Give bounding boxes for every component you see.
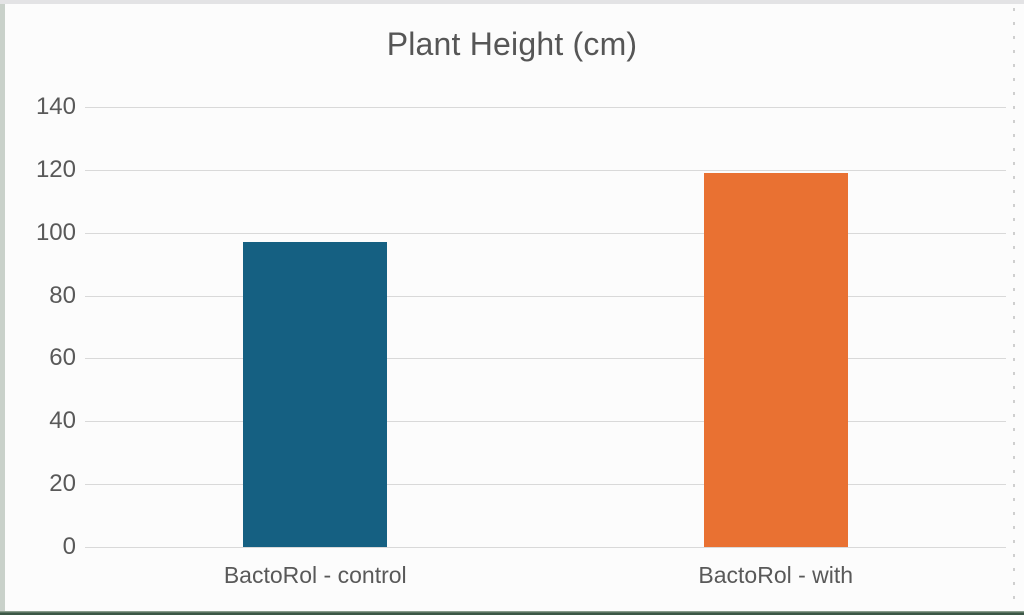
x-axis-category-label: BactoRol - control [223, 562, 407, 588]
bar-bactorol-with [703, 173, 848, 547]
gridline-y-20 [85, 484, 1006, 486]
chart-title: Plant Height (cm) [386, 26, 638, 62]
gridline-y-140 [85, 107, 1006, 108]
gridline-y-60 [85, 358, 1006, 360]
frame-right-dotted-edge [1013, 8, 1015, 608]
y-axis-tick-label-140: 140 [35, 93, 76, 120]
gridline-y-80 [85, 295, 1006, 297]
y-axis-tick-label-20: 20 [49, 470, 76, 498]
gridline-y-120 [85, 169, 1006, 171]
gridline-y-100 [85, 232, 1006, 234]
gridline-y-0 [85, 547, 1006, 548]
frame-top-edge [0, 0, 1024, 4]
frame-left-edge [0, 4, 5, 611]
frame-bottom-edge [0, 611, 1024, 615]
y-axis-tick-label-60: 60 [49, 344, 76, 372]
gridline-y-40 [85, 421, 1006, 423]
y-axis-tick-label-100: 100 [35, 218, 76, 246]
bar-bactorol-control [243, 242, 388, 547]
y-axis-tick-label-120: 120 [35, 155, 76, 183]
y-axis-tick-label-40: 40 [49, 407, 76, 435]
y-axis-tick-label-80: 80 [49, 281, 76, 309]
y-axis-tick-label-0: 0 [62, 533, 76, 560]
x-axis-category-label: BactoRol - with [698, 562, 854, 588]
